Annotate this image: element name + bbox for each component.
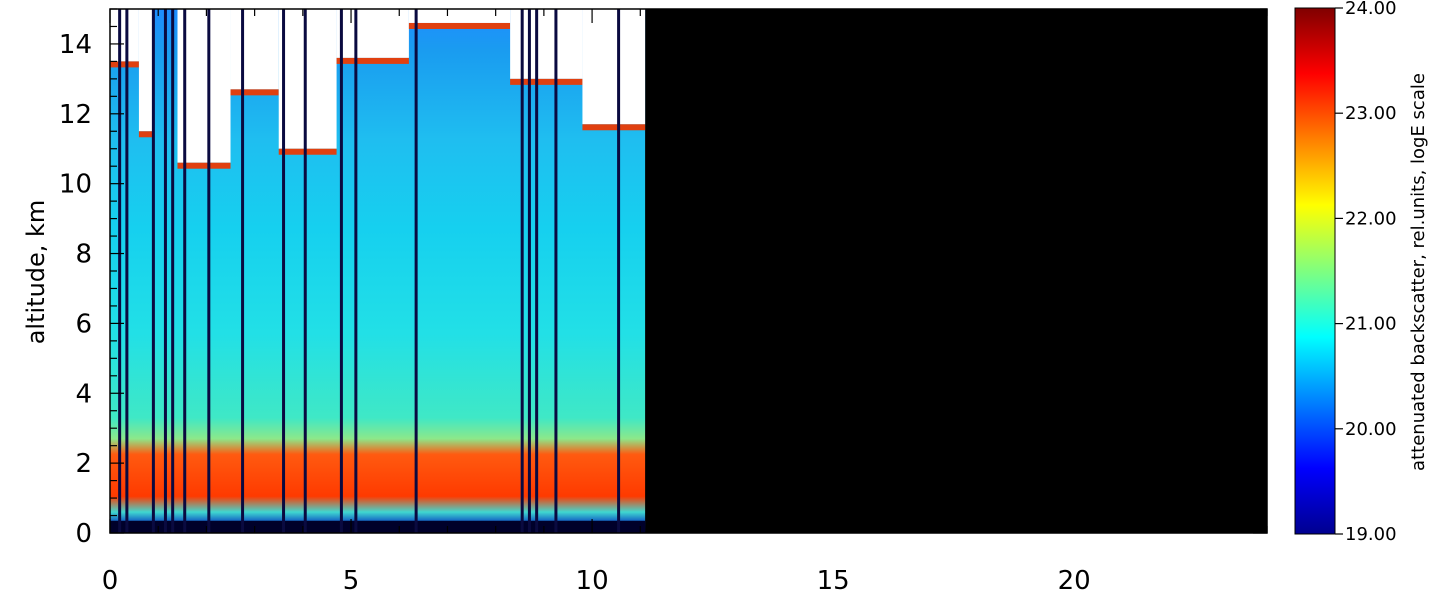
cloud-region <box>230 9 279 90</box>
dropout-line <box>617 9 621 533</box>
y-tick-label: 4 <box>75 379 92 409</box>
y-tick-label: 0 <box>75 519 92 549</box>
x-tick-label: 10 <box>576 566 609 594</box>
cloud-region <box>278 9 337 149</box>
dropout-line <box>303 9 307 533</box>
dropout-line <box>118 9 122 533</box>
cloud-region <box>177 9 231 163</box>
heatmap-layer <box>110 9 646 533</box>
cloud-edge <box>278 148 337 155</box>
colorbar-tick-label: 19.00 <box>1345 524 1397 545</box>
y-tick-label: 6 <box>75 309 92 339</box>
cloud-edge <box>110 61 139 68</box>
ground-strip <box>110 520 646 533</box>
x-tick-label: 0 <box>102 566 119 594</box>
colorbar-tick-label: 22.00 <box>1345 208 1397 229</box>
dropout-line <box>520 9 524 533</box>
colorbar-title: attenuated backscatter, rel.units, logE … <box>1408 73 1429 471</box>
cloud-edge <box>408 22 511 29</box>
dropout-line <box>535 9 539 533</box>
dropout-line <box>339 9 343 533</box>
x-tick-label: 15 <box>817 566 850 594</box>
y-tick-label: 14 <box>59 30 92 60</box>
x-tick-label: 5 <box>343 566 360 594</box>
cloud-edge <box>582 124 646 131</box>
dropout-line <box>282 9 286 533</box>
y-tick-label: 10 <box>59 170 92 200</box>
y-axis: 0 2 4 6 8 10 12 14 <box>59 8 1267 549</box>
colorbar <box>1294 7 1336 535</box>
cloud-region <box>138 9 154 132</box>
colorbar-tick-label: 23.00 <box>1345 103 1397 124</box>
cloud-region <box>408 9 511 23</box>
cloud-edge <box>336 57 409 64</box>
dropout-line <box>414 9 418 533</box>
cloud-edge <box>510 78 583 85</box>
dropout-line <box>207 9 211 533</box>
cloud-edge <box>230 89 279 96</box>
dropout-line <box>354 9 358 533</box>
dropout-line <box>125 9 129 533</box>
y-tick-label: 12 <box>59 100 92 130</box>
dropout-line <box>163 9 167 533</box>
dropout-line <box>183 9 187 533</box>
colorbar-tick-label: 21.00 <box>1345 314 1397 335</box>
cloud-edge <box>177 162 231 169</box>
cloud-region <box>336 9 409 58</box>
dropout-line <box>151 9 155 533</box>
y-axis-title: altitude, km <box>22 200 50 345</box>
y-tick-label: 2 <box>75 449 92 479</box>
dropout-line <box>554 9 558 533</box>
cloud-region <box>582 9 646 125</box>
colorbar-tick-label: 20.00 <box>1345 419 1397 440</box>
x-axis: 0 5 10 15 20 <box>102 9 1268 594</box>
colorbar-tick-label: 24.00 <box>1345 0 1397 19</box>
dropout-line <box>241 9 245 533</box>
cloud-region <box>110 9 139 62</box>
x-tick-label: 20 <box>1058 566 1091 594</box>
y-tick-label: 8 <box>75 240 92 270</box>
cloud-edge <box>138 131 154 138</box>
dropout-line <box>527 9 531 533</box>
colorbar-ticks: 19.00 20.00 21.00 22.00 23.00 24.00 <box>1335 0 1397 545</box>
dropout-line <box>171 9 175 533</box>
